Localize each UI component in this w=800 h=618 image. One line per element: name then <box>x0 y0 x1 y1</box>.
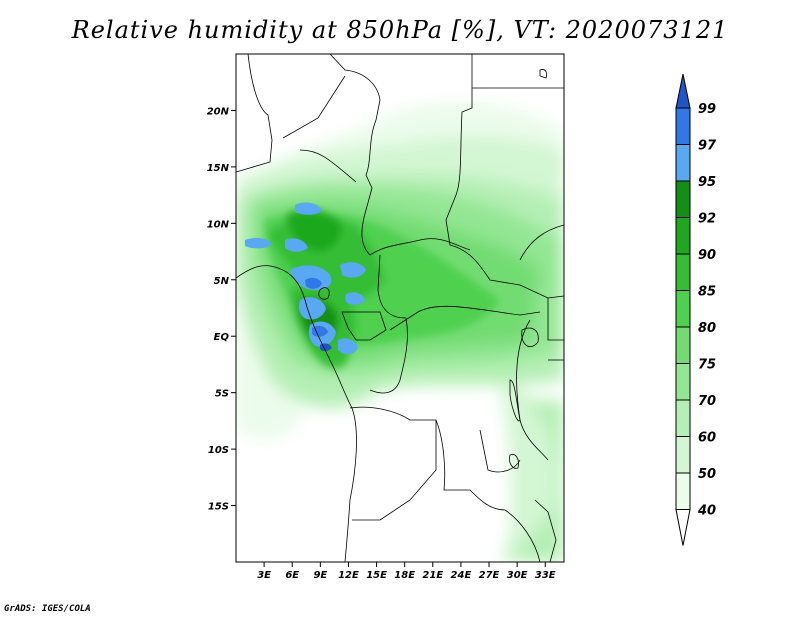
colorbar-box <box>675 217 691 255</box>
colorbar-labels: 99 97 95 92 90 85 80 75 70 60 50 40 <box>697 102 717 519</box>
lon-tick-label: 12E <box>338 570 359 581</box>
colorbar-box <box>675 290 691 328</box>
lat-tick-label: 10S <box>208 445 229 456</box>
colorbar-level-label: 97 <box>698 139 717 154</box>
colorbar-box <box>675 107 691 145</box>
colorbar-box <box>675 472 691 510</box>
colorbar-box <box>675 436 691 474</box>
colorbar-box <box>675 253 691 291</box>
lat-tick-label: 15N <box>207 163 230 174</box>
colorbar-level-label: 92 <box>698 212 716 227</box>
lon-tick-label: 30E <box>507 570 528 581</box>
colorbar-level-label: 70 <box>698 394 716 409</box>
lon-tick-label: 27E <box>479 570 500 581</box>
colorbar-level-label: 85 <box>698 285 716 300</box>
map-frame <box>235 53 565 563</box>
colorbar-level-label: 80 <box>698 321 716 336</box>
lon-tick-label: 15E <box>366 570 387 581</box>
colorbar-top-arrow <box>675 73 691 109</box>
lat-tick-label: 20N <box>207 106 230 117</box>
lat-tick-label: 5S <box>215 389 229 400</box>
lon-tick-label: 18E <box>394 570 415 581</box>
colorbar-boxes <box>675 73 691 546</box>
lon-tick-label: 6E <box>285 570 299 581</box>
lat-tick-label: 5N <box>214 276 230 287</box>
humidity-field <box>236 101 564 562</box>
lat-ticks: 20N 15N 10N 5N EQ 5S 10S 15S <box>207 106 236 513</box>
colorbar-level-label: 50 <box>698 467 716 482</box>
colorbar-level-label: 95 <box>698 175 716 190</box>
lat-tick-label: 10N <box>207 219 230 230</box>
lon-tick-label: 3E <box>257 570 271 581</box>
lon-tick-label: 21E <box>422 570 443 581</box>
lon-tick-label: 9E <box>313 570 327 581</box>
lon-ticks: 3E 6E 9E 12E 15E 18E 21E 24E 27E 30E 33E <box>257 562 556 581</box>
lat-tick-label: EQ <box>214 332 230 343</box>
colorbar-box <box>675 363 691 401</box>
colorbar-level-label: 60 <box>698 431 716 446</box>
lon-tick-label: 24E <box>451 570 472 581</box>
colorbar-level-label: 75 <box>698 358 716 373</box>
lat-tick-label: 15S <box>208 502 229 513</box>
colorbar-box <box>675 144 691 182</box>
colorbar-level-label: 90 <box>698 248 716 263</box>
colorbar-box <box>675 180 691 218</box>
colorbar-level-label: 99 <box>698 102 716 117</box>
colorbar-bottom-arrow <box>675 509 691 546</box>
chart-title: Relative humidity at 850hPa [%], VT: 202… <box>71 16 729 44</box>
lon-tick-label: 33E <box>535 570 556 581</box>
colorbar-box <box>675 399 691 437</box>
colorbar-level-label: 40 <box>697 504 716 519</box>
lakes <box>318 69 548 469</box>
colorbar-box <box>675 326 691 364</box>
grads-credit: GrADS: IGES/COLA <box>4 604 91 614</box>
